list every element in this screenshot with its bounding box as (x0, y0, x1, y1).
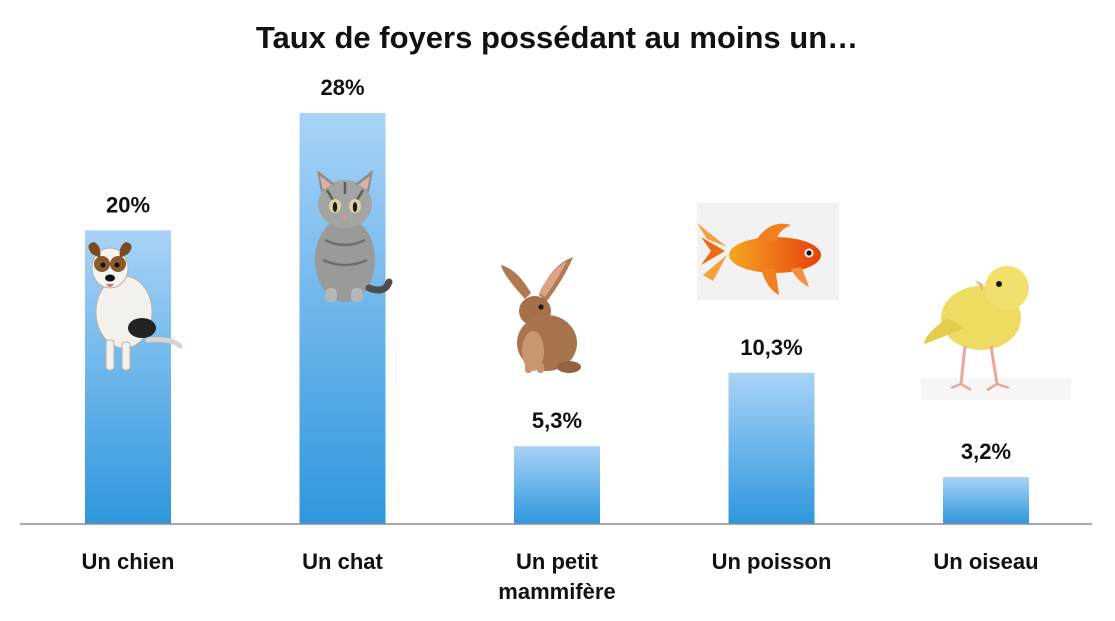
dog-icon (88, 242, 183, 371)
value-label-un-chat: 28% (320, 75, 364, 100)
category-label-un-chat: Un chat (302, 549, 383, 574)
category-label-un-oiseau: Un oiseau (933, 549, 1038, 574)
bars-layer (85, 113, 1029, 524)
rabbit-icon (501, 257, 581, 373)
category-label-un-chien: Un chien (82, 549, 175, 574)
category-label-un-petit-mammifere: Un petit mammifère (498, 549, 615, 604)
goldfish-icon (697, 203, 839, 300)
category-label-un-poisson: Un poisson (712, 549, 832, 574)
bar-un-oiseau (943, 477, 1029, 524)
value-label-un-poisson: 10,3% (740, 335, 802, 360)
category-labels: Un chien Un chat Un petit mammifère Un poiss… (82, 549, 1039, 604)
value-label-un-chien: 20% (106, 192, 150, 217)
canary-icon (921, 266, 1071, 400)
value-label-un-oiseau: 3,2% (961, 439, 1011, 464)
cat-icon (315, 170, 393, 302)
bar-un-petit-mammifere (514, 446, 600, 524)
chart-title: Taux de foyers possédant au moins un… (256, 20, 858, 55)
value-labels: 20% 28% 5,3% 10,3% 3,2% (106, 75, 1011, 464)
value-label-un-petit-mammifere: 5,3% (532, 408, 582, 433)
bar-un-chat (299, 113, 386, 524)
bar-un-poisson (728, 372, 815, 524)
